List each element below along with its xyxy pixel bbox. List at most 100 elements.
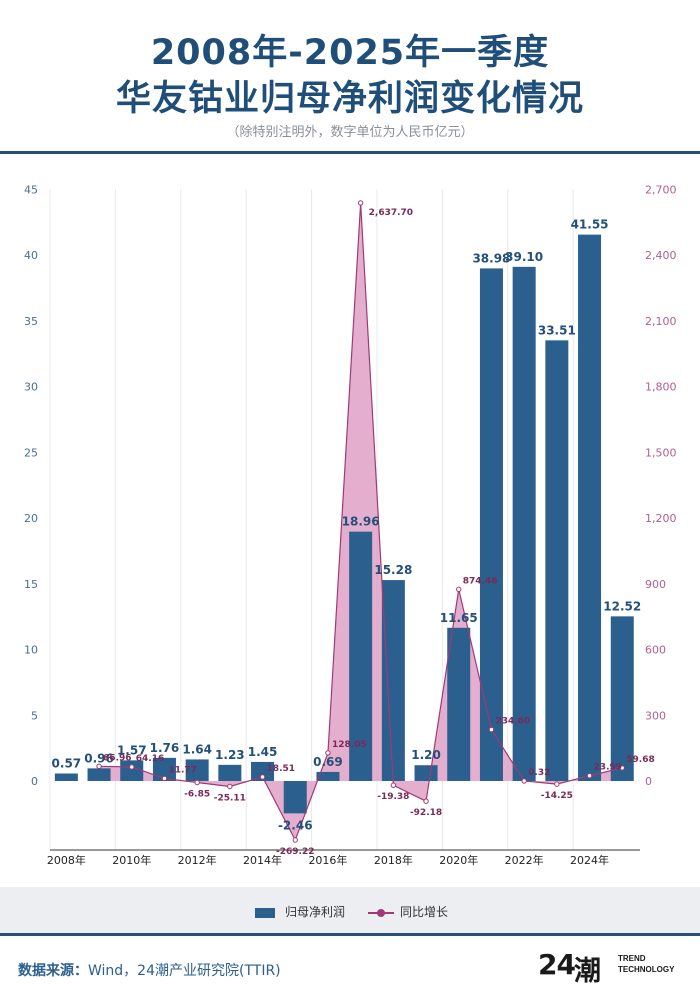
bar-value-label: 0.57 <box>52 757 82 771</box>
growth-point <box>390 782 397 788</box>
growth-point <box>456 586 462 593</box>
x-tick-label: 2012年 <box>178 853 217 867</box>
bar-value-label: 1.57 <box>117 743 147 757</box>
chart-canvas: 45 40 35 30 25 20 15 10 5 0 2,700 2,400 2,100 1,800 1,… <box>24 183 677 867</box>
bar-value-label: 39.10 <box>505 250 543 264</box>
legend-label-net-profit: 归母净利润 <box>285 905 346 919</box>
growth-value-label: -269.22 <box>276 847 314 857</box>
data-source-label: 数据来源： <box>18 963 88 979</box>
growth-point <box>227 783 233 790</box>
bar-value-label: -2.46 <box>278 818 313 832</box>
net-profit-bar <box>120 760 144 781</box>
x-tick-label: 2018年 <box>374 853 413 867</box>
growth-area <box>99 202 623 841</box>
net-profit-bar <box>381 580 405 781</box>
header-divider <box>0 151 700 154</box>
net-profit-bar <box>545 340 569 781</box>
growth-point <box>619 765 625 771</box>
legend-item-yoy: 同比增长 <box>368 903 448 920</box>
net-profit-bar <box>610 616 634 781</box>
x-tick-label: 2008年 <box>47 853 86 867</box>
net-profit-bar <box>512 266 536 782</box>
chart-title-line1: 2008年-2025年一季度 <box>150 33 550 73</box>
growth-point <box>521 778 527 784</box>
net-profit-bar <box>218 764 242 781</box>
growth-point <box>259 774 266 780</box>
x-tick-label: 2020年 <box>439 853 478 867</box>
y-right-tick-label: 2,700 <box>645 183 677 196</box>
growth-value-label: -19.38 <box>377 792 409 802</box>
unit-note: （除特别注明外，数字单位为人民币亿元） <box>226 125 474 140</box>
logo-chinese: 潮 <box>574 956 601 987</box>
y-left-tick-label: 25 <box>24 446 38 459</box>
y-left-tick-label: 35 <box>24 315 38 328</box>
growth-value-label: 18.51 <box>267 764 295 774</box>
growth-value-label: 23.99 <box>594 763 622 773</box>
net-profit-bar <box>316 771 340 781</box>
bar-value-label: 12.52 <box>603 599 641 613</box>
y-right-tick-label: 2,100 <box>645 315 677 328</box>
y-left-tick-label: 45 <box>24 183 38 196</box>
footer-divider <box>0 933 700 936</box>
bar-value-label: 0.69 <box>313 755 343 769</box>
bar-value-label: 15.28 <box>374 563 412 577</box>
growth-value-label: 128.05 <box>332 740 367 750</box>
growth-point <box>586 773 593 779</box>
legend-label-yoy: 同比增长 <box>400 905 449 919</box>
y-right-tick-label: 0 <box>645 775 652 788</box>
y-right-tick-label: 300 <box>645 709 666 722</box>
x-tick-label: 2010年 <box>112 853 151 867</box>
y-left-tick-label: 5 <box>31 709 38 722</box>
growth-value-label: 234.60 <box>495 717 530 727</box>
net-profit-bar <box>185 759 209 781</box>
net-profit-bar <box>349 531 373 781</box>
bar-value-label: 18.96 <box>342 515 380 529</box>
bar-value-label: 1.76 <box>150 741 180 755</box>
growth-value-label: 874.46 <box>463 576 498 586</box>
data-source-text: Wind，24潮产业研究院(TTIR) <box>88 963 281 979</box>
growth-value-label: 11.77 <box>168 765 196 775</box>
growth-point <box>488 726 495 733</box>
net-profit-bar <box>87 768 111 781</box>
logo-number: 24 <box>538 948 576 981</box>
growth-point <box>554 781 560 787</box>
x-tick-label: 2014年 <box>243 853 282 867</box>
line-marker-icon <box>368 908 394 918</box>
growth-value-label: -14.25 <box>541 791 573 801</box>
growth-point <box>194 779 200 786</box>
y-right-tick-label: 600 <box>645 644 666 657</box>
legend: 归母净利润 同比增长 <box>0 887 700 933</box>
bar-value-label: 41.55 <box>571 218 609 232</box>
growth-value-label: 0.32 <box>528 768 550 778</box>
y-left-tick-label: 20 <box>24 512 38 525</box>
bar-value-label: 0.96 <box>84 751 114 765</box>
bar-swatch-icon <box>255 907 275 918</box>
y-right-tick-label: 1,500 <box>645 446 677 459</box>
net-profit-bar <box>54 773 78 781</box>
y-left-tick-label: 15 <box>24 578 38 591</box>
growth-point <box>292 837 298 843</box>
growth-point <box>325 750 331 756</box>
growth-value-label: 66.96 <box>103 753 131 763</box>
y-right-tick-label: 1,200 <box>645 512 677 525</box>
bar-value-label: 1.20 <box>411 748 441 762</box>
logo-english-line1: TREND <box>618 954 646 963</box>
growth-value-label: 2,637.70 <box>369 208 413 218</box>
bar-value-label: 1.64 <box>182 742 212 756</box>
y-left-tick-label: 30 <box>24 381 38 394</box>
growth-value-label: 59.68 <box>626 755 654 765</box>
y-left-tick-label: 0 <box>31 775 38 788</box>
net-profit-bar <box>447 627 471 781</box>
net-profit-bar <box>251 761 275 781</box>
x-tick-label: 2022年 <box>505 853 544 867</box>
y-right-tick-label: 2,400 <box>645 249 677 262</box>
bar-value-label: 1.23 <box>215 748 245 762</box>
net-profit-bar <box>578 234 602 781</box>
y-left-tick-label: 40 <box>24 249 38 262</box>
x-tick-label: 2024年 <box>570 853 609 867</box>
growth-value-label: -92.18 <box>410 808 442 818</box>
bar-value-label: 11.65 <box>440 611 478 625</box>
y-right-tick-label: 1,800 <box>645 381 677 394</box>
net-profit-bar <box>479 268 503 782</box>
growth-value-label: 64.16 <box>136 754 164 764</box>
